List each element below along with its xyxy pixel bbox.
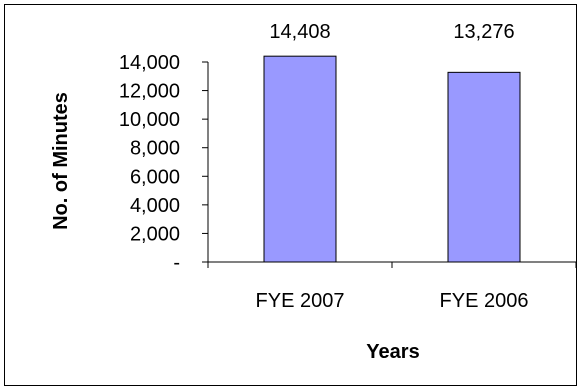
y-tick-label: 2,000 — [130, 223, 180, 245]
y-tick-label: 8,000 — [130, 138, 180, 160]
x-axis-title: Years — [366, 341, 419, 363]
x-tick-label: FYE 2006 — [440, 290, 529, 312]
y-axis-title: No. of Minutes — [50, 92, 72, 230]
y-tick-label: 6,000 — [130, 166, 180, 188]
data-label: 13,276 — [453, 21, 514, 43]
data-label: 14,408 — [269, 21, 330, 43]
y-tick-label: 4,000 — [130, 195, 180, 217]
bar — [263, 55, 337, 263]
bar — [447, 71, 521, 263]
x-tick-label: FYE 2007 — [256, 290, 345, 312]
bars — [263, 55, 521, 263]
y-tick-label: 12,000 — [119, 81, 180, 103]
y-tick-label: 10,000 — [119, 109, 180, 131]
x-axis-ticks: FYE 2007 FYE 2006 — [207, 262, 577, 312]
y-tick-label: 14,000 — [119, 52, 180, 74]
axes — [207, 62, 576, 263]
y-axis-ticks: - 2,000 4,000 6,000 8,000 10,000 12,000 14,000 — [119, 52, 208, 274]
data-labels: 14,408 13,276 — [269, 21, 514, 43]
y-tick-label: - — [173, 252, 180, 274]
